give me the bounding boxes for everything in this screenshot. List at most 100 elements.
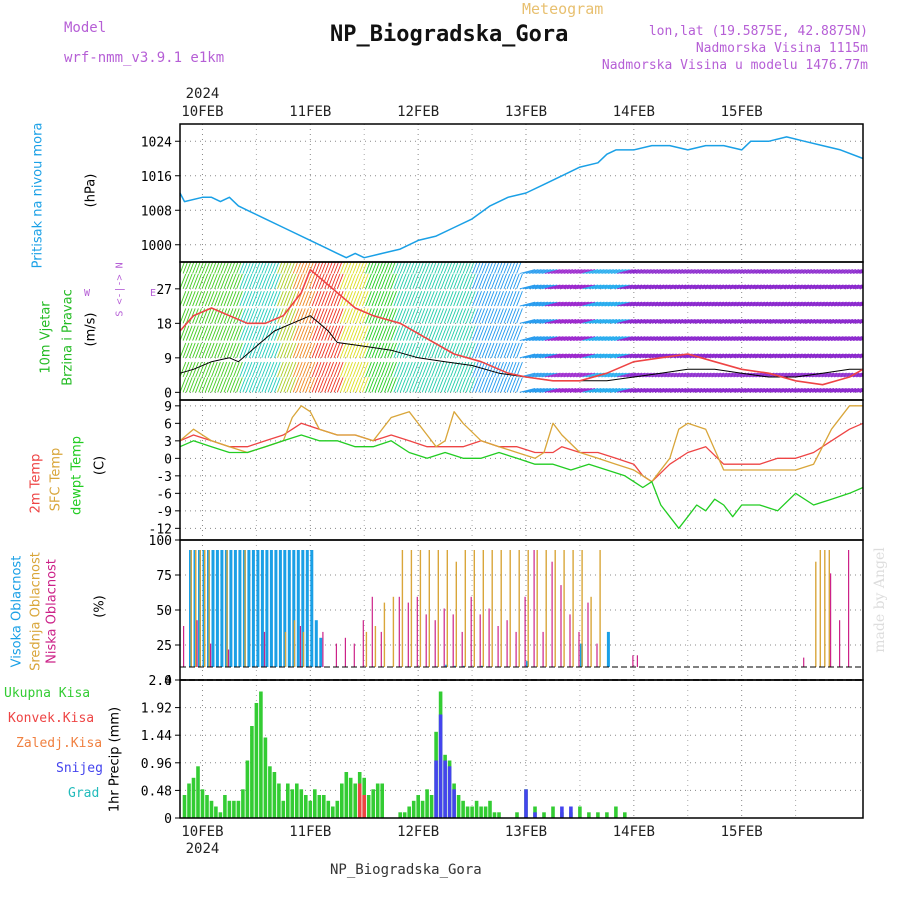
wind-barb bbox=[490, 325, 498, 341]
wind-barb bbox=[724, 353, 740, 359]
wind-barb bbox=[283, 325, 291, 341]
wind-barb bbox=[808, 269, 825, 274]
wind-barb bbox=[453, 291, 460, 307]
wind-barb bbox=[229, 325, 237, 341]
wind-barb bbox=[402, 325, 410, 341]
wind-barb bbox=[563, 336, 580, 342]
wind-barb bbox=[418, 325, 426, 341]
wind-barb bbox=[676, 353, 693, 359]
cloud-bar-mid bbox=[482, 550, 484, 667]
wind-barb bbox=[321, 342, 328, 358]
wind-barb bbox=[484, 291, 492, 307]
wind-barb bbox=[368, 377, 375, 393]
wind-barb bbox=[472, 291, 479, 307]
precip-bar-snow bbox=[452, 789, 456, 819]
wind-barb bbox=[324, 308, 331, 324]
wind-barb bbox=[428, 325, 435, 341]
wind-barb bbox=[771, 284, 787, 290]
wind-barb bbox=[446, 291, 454, 307]
wind-barb bbox=[503, 308, 511, 324]
wind-barb bbox=[538, 284, 555, 290]
wind-barb bbox=[595, 372, 611, 378]
wind-barb bbox=[494, 377, 501, 393]
wind-barb bbox=[601, 301, 618, 307]
wind-barb bbox=[428, 361, 435, 378]
wind-barb bbox=[610, 336, 627, 342]
y-tick-label: 0 bbox=[164, 452, 172, 467]
wind-barb bbox=[402, 291, 410, 307]
wind-barb bbox=[818, 269, 835, 274]
cloud-bar-low bbox=[210, 643, 212, 667]
wind-barb bbox=[664, 269, 681, 274]
wind-barb bbox=[387, 361, 394, 378]
wind-barb bbox=[670, 372, 687, 378]
wind-barb bbox=[698, 284, 715, 290]
wind-barb bbox=[566, 284, 583, 290]
wind-barb bbox=[761, 284, 778, 290]
wind-barb bbox=[393, 291, 401, 307]
precip-bar-total bbox=[268, 766, 272, 819]
wind-barb bbox=[651, 284, 668, 290]
wind-barb bbox=[396, 342, 404, 358]
wind-barb bbox=[569, 387, 586, 393]
wind-barb bbox=[673, 284, 690, 290]
cloud-bar-mid bbox=[828, 550, 830, 667]
wind-barb bbox=[201, 325, 209, 341]
wind-barb bbox=[308, 377, 316, 393]
precip-bar-total bbox=[317, 795, 322, 818]
wind-barb bbox=[620, 301, 637, 307]
wind-barb bbox=[579, 301, 596, 307]
precip-legend-graupel: Grad bbox=[68, 786, 100, 801]
cloud-bar-mid bbox=[419, 550, 422, 667]
wind-barb bbox=[393, 325, 401, 341]
wind-barb bbox=[399, 377, 407, 393]
wind-barb bbox=[500, 342, 508, 358]
cloud-bar-mid bbox=[819, 550, 821, 667]
wind-barb bbox=[242, 342, 250, 358]
wind-barb bbox=[308, 325, 316, 341]
wind-barb bbox=[736, 284, 753, 290]
wind-barb bbox=[639, 353, 655, 359]
wind-barb bbox=[698, 336, 715, 342]
wind-barb bbox=[368, 342, 375, 358]
wind-barb bbox=[576, 284, 592, 290]
wind-barb bbox=[664, 336, 681, 342]
wind-barb bbox=[355, 262, 362, 274]
wind-barb bbox=[418, 377, 426, 393]
cloud-bar-mid bbox=[590, 596, 592, 667]
wind-barb bbox=[226, 262, 233, 274]
wind-barb bbox=[292, 342, 300, 358]
wind-barb bbox=[182, 325, 190, 341]
wind-barb bbox=[355, 361, 363, 378]
wind-barb bbox=[261, 361, 269, 378]
wind-barb bbox=[815, 353, 832, 359]
y-tick-label: 27 bbox=[156, 283, 172, 298]
precip-bar-total bbox=[187, 783, 191, 818]
wind-barb bbox=[639, 284, 655, 290]
wind-barb bbox=[220, 325, 228, 341]
wind-barb bbox=[201, 273, 209, 289]
wind-barb bbox=[645, 353, 662, 359]
wind-barb bbox=[598, 353, 614, 359]
wind-barb bbox=[591, 301, 608, 307]
wind-barb bbox=[358, 273, 366, 289]
wind-barb bbox=[377, 262, 384, 274]
wind-barb bbox=[821, 284, 838, 290]
wind-barb bbox=[236, 262, 242, 274]
wind-barb bbox=[846, 269, 863, 274]
wind-barb bbox=[481, 308, 489, 324]
wind-barb bbox=[733, 269, 750, 274]
wind-barb bbox=[786, 284, 803, 290]
wind-barb bbox=[827, 269, 844, 274]
wind-barb bbox=[695, 387, 712, 393]
gridlines bbox=[180, 124, 863, 819]
wind-barb bbox=[768, 284, 784, 290]
wind-barb bbox=[595, 269, 611, 274]
wind-barb bbox=[289, 342, 297, 358]
wind-barb bbox=[746, 336, 762, 342]
cloud-bar-high bbox=[292, 550, 296, 667]
wind-barb bbox=[361, 308, 369, 324]
wind-barb bbox=[242, 262, 248, 274]
precip-bar-snow bbox=[434, 760, 438, 818]
wind-barb bbox=[673, 387, 690, 393]
